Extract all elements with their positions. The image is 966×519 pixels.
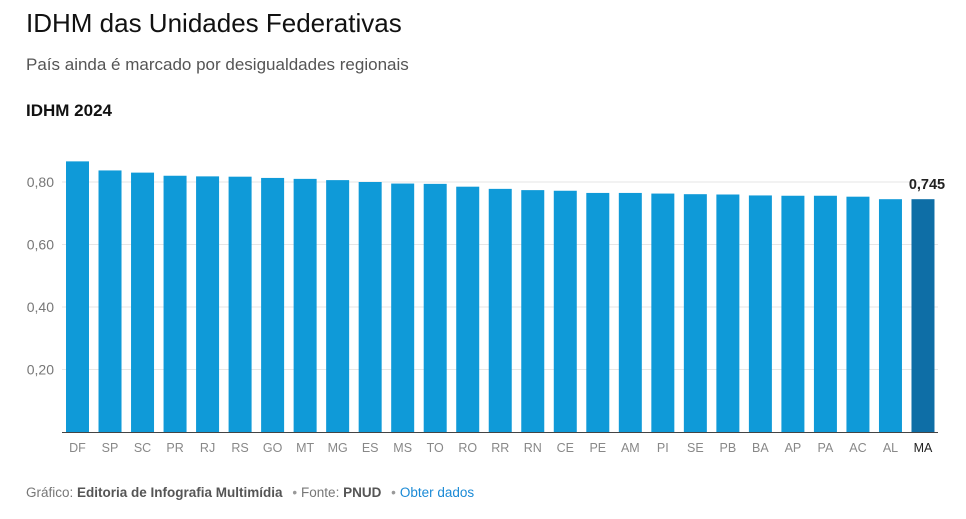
- x-tick-label: GO: [263, 441, 283, 455]
- chart-title: IDHM das Unidades Federativas: [26, 8, 402, 38]
- bar-sc: [131, 172, 155, 432]
- bar-rn: [521, 190, 545, 432]
- bar-pe: [586, 192, 610, 432]
- bar-ce: [553, 190, 577, 432]
- y-tick-label: 0,40: [27, 299, 54, 315]
- bar-es: [358, 182, 382, 432]
- data-label-highlight: 0,745: [909, 177, 945, 193]
- fonte-label: Fonte:: [301, 485, 340, 500]
- x-tick-label: RR: [491, 441, 509, 455]
- x-tick-label: SP: [102, 441, 119, 455]
- bar-mt: [293, 178, 317, 432]
- x-tick-label: PB: [720, 441, 737, 455]
- bar-ba: [748, 195, 772, 432]
- bar-ro: [456, 186, 480, 432]
- chart-heading: IDHM 2024: [26, 101, 112, 120]
- bar-ma: [911, 199, 935, 432]
- separator-dot: •: [292, 485, 298, 500]
- bar-rr: [488, 188, 512, 432]
- grafico-credit: Editoria de Infografia Multimídia: [77, 485, 283, 500]
- x-tick-label: PR: [166, 441, 183, 455]
- x-tick-label: SE: [687, 441, 704, 455]
- bar-mg: [326, 180, 350, 432]
- x-tick-label: ES: [362, 441, 379, 455]
- x-tick-label: MT: [296, 441, 314, 455]
- bar-ap: [781, 195, 805, 432]
- bar-rs: [228, 176, 252, 432]
- x-tick-label: MS: [393, 441, 412, 455]
- separator-dot: •: [391, 485, 396, 500]
- bar-al: [878, 199, 902, 432]
- y-tick-label: 0,80: [27, 174, 54, 190]
- y-tick-label: 0,20: [27, 362, 54, 378]
- bar-pb: [716, 194, 740, 432]
- x-tick-label: AP: [785, 441, 802, 455]
- bar-df: [66, 161, 89, 432]
- grafico-label: Gráfico:: [26, 485, 74, 500]
- bar-to: [423, 183, 447, 432]
- obter-dados-link[interactable]: Obter dados: [399, 485, 475, 500]
- bar-pr: [163, 175, 187, 432]
- x-tick-label: RO: [458, 441, 477, 455]
- fonte-source: PNUD: [343, 485, 382, 500]
- chart-footer: Gráfico: Editoria de Infografia Multimíd…: [26, 485, 474, 500]
- bar-pi: [651, 193, 675, 432]
- x-tick-label: AM: [621, 441, 640, 455]
- bar-pa: [813, 195, 837, 432]
- y-tick-label: 0,60: [27, 237, 54, 253]
- x-tick-label: PI: [657, 441, 669, 455]
- x-tick-label: AC: [849, 441, 866, 455]
- x-tick-label: BA: [752, 441, 769, 455]
- x-tick-label: RN: [524, 441, 542, 455]
- x-tick-label: MG: [328, 441, 348, 455]
- bar-ac: [846, 196, 870, 432]
- x-tick-label: CE: [557, 441, 574, 455]
- bar-ms: [391, 183, 415, 432]
- x-tick-label: MA: [914, 441, 933, 455]
- bar-sp: [98, 170, 122, 432]
- x-tick-label: PA: [818, 441, 834, 455]
- x-tick-label: PE: [589, 441, 606, 455]
- x-tick-label: AL: [883, 441, 898, 455]
- x-tick-label: TO: [427, 441, 444, 455]
- bar-se: [683, 194, 707, 432]
- x-tick-label: RS: [231, 441, 248, 455]
- bar-am: [618, 192, 642, 432]
- x-tick-label: SC: [134, 441, 151, 455]
- chart-subtitle: País ainda é marcado por desigualdades r…: [26, 55, 409, 74]
- x-tick-label: DF: [69, 441, 86, 455]
- bar-rj: [196, 176, 220, 432]
- x-tick-label: RJ: [200, 441, 215, 455]
- bar-go: [261, 177, 285, 432]
